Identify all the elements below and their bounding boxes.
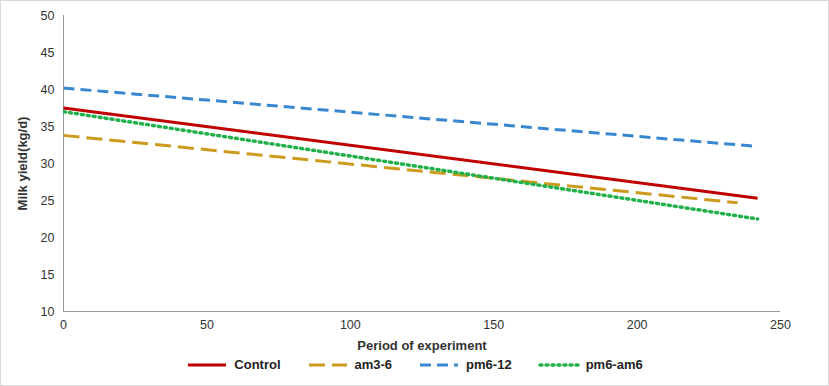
svg-text:100: 100 [340,318,361,332]
html-text:pm6-am6: pm6-am6 [585,357,643,372]
svg-text:Period of experiment: Period of experiment [357,338,487,353]
html-text:Control: Control [234,357,281,372]
svg-text:50: 50 [41,9,55,23]
svg-text:35: 35 [41,120,55,134]
svg-text:Milk yield(kg/d): Milk yield(kg/d) [15,117,30,211]
svg-text:250: 250 [770,318,791,332]
svg-text:200: 200 [627,318,648,332]
svg-text:150: 150 [483,318,504,332]
svg-text:30: 30 [41,157,55,171]
svg-text:50: 50 [200,318,214,332]
svg-text:45: 45 [41,46,55,60]
svg-text:0: 0 [60,318,67,332]
svg-text:15: 15 [41,268,55,282]
svg-text:40: 40 [41,83,55,97]
html-text:am3-6: am3-6 [354,357,393,372]
svg-text:10: 10 [41,305,55,319]
svg-text:20: 20 [41,231,55,245]
svg-text:25: 25 [41,194,55,208]
html-text:pm6-12: pm6-12 [466,357,512,372]
